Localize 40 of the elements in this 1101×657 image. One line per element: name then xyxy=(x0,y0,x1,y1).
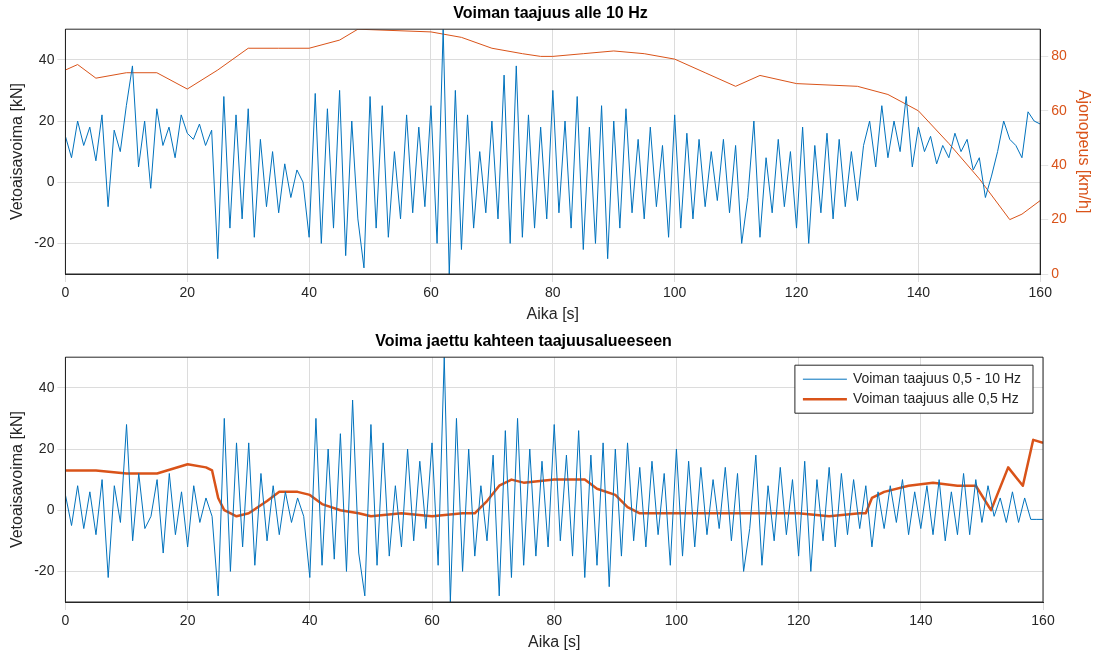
y-tick-label: 20 xyxy=(38,439,55,456)
y2-tick-label: 20 xyxy=(1051,210,1068,227)
x-tick-label: 0 xyxy=(61,284,70,301)
x-tick-label: 120 xyxy=(786,612,811,629)
x-tick-label: 80 xyxy=(545,284,561,301)
x-tick-label: 140 xyxy=(909,612,933,629)
y2-tick-label: 40 xyxy=(1051,156,1068,173)
y-tick-label: -20 xyxy=(34,234,55,251)
y2-tick-label: 80 xyxy=(1051,47,1068,64)
x-tick-label: 60 xyxy=(424,612,441,629)
x-tick-label: 40 xyxy=(301,284,318,301)
x-tick-label: 40 xyxy=(302,612,318,629)
x-tick-label: 60 xyxy=(423,284,439,301)
y2-axis-title: Ajonopeus [km/h] xyxy=(1075,89,1093,214)
chart-title: Voiman taajuus alle 10 Hz xyxy=(453,4,648,22)
x-tick-label: 80 xyxy=(546,612,563,629)
y-tick-label: 20 xyxy=(38,111,55,128)
x-tick-label: 0 xyxy=(61,612,70,629)
legend-label: Voiman taajuus alle 0,5 Hz xyxy=(852,390,1019,407)
legend-label: Voiman taajuus 0,5 - 10 Hz xyxy=(852,370,1022,387)
y-tick-label: 0 xyxy=(46,501,55,518)
chart-title: Voima jaettu kahteen taajuusalueeseen xyxy=(375,332,672,350)
x-tick-label: 160 xyxy=(1028,284,1053,301)
y2-tick-label: 60 xyxy=(1051,101,1068,118)
y-tick-label: 0 xyxy=(46,173,55,190)
y-tick-label: 40 xyxy=(38,50,55,67)
x-tick-label: 140 xyxy=(906,284,931,301)
y-axis-title: Vetoaisavoima [kN] xyxy=(8,411,26,549)
x-axis-title: Aika [s] xyxy=(526,304,580,322)
x-tick-label: 100 xyxy=(664,612,689,629)
y-tick-label: 40 xyxy=(38,378,55,395)
y-axis-title: Vetoaisavoima [kN] xyxy=(8,83,26,221)
y2-tick-label: 0 xyxy=(1051,264,1060,281)
y-tick-label: -20 xyxy=(34,562,55,579)
x-tick-label: 160 xyxy=(1031,612,1055,629)
x-tick-label: 20 xyxy=(179,284,196,301)
x-tick-label: 20 xyxy=(179,612,196,629)
x-tick-label: 100 xyxy=(663,284,687,301)
x-tick-label: 120 xyxy=(784,284,809,301)
x-axis-title: Aika [s] xyxy=(527,632,581,650)
